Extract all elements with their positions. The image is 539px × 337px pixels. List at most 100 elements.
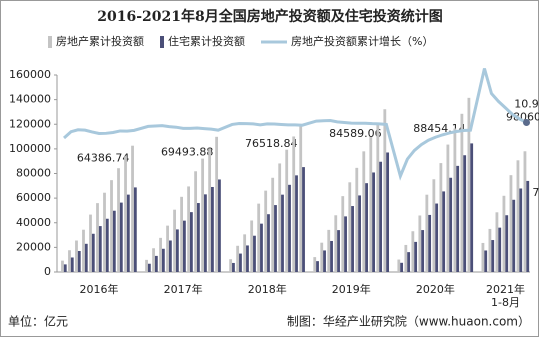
bar xyxy=(105,218,109,272)
bar xyxy=(341,196,345,272)
bar xyxy=(435,203,439,272)
line xyxy=(63,68,528,181)
bar xyxy=(491,240,495,272)
bar xyxy=(442,191,446,272)
bar xyxy=(404,244,408,272)
y-tick-label: 100000 xyxy=(9,142,51,155)
bar xyxy=(484,250,488,272)
bar xyxy=(260,223,263,272)
bar xyxy=(509,175,513,272)
bar xyxy=(208,148,212,272)
bar xyxy=(400,262,404,272)
bar xyxy=(376,122,380,272)
bar xyxy=(449,177,453,272)
bar xyxy=(145,259,148,272)
bar xyxy=(320,242,324,272)
bar xyxy=(201,158,205,272)
bar xyxy=(295,175,298,272)
bar xyxy=(386,152,390,272)
bar xyxy=(463,155,467,272)
x-group-label: 2018年 xyxy=(247,283,287,296)
bar xyxy=(91,233,95,272)
x-group-label: 2021年 1-8月 xyxy=(485,283,525,309)
bar xyxy=(267,214,270,272)
data-label: 69493.88 xyxy=(161,145,214,158)
y-tick-label: 0 xyxy=(44,265,51,278)
bar xyxy=(456,165,460,272)
bar xyxy=(82,229,85,272)
bar xyxy=(68,250,71,272)
bar xyxy=(421,230,425,272)
data-label: 88454.14 xyxy=(413,122,466,135)
y-tick-label: 20000 xyxy=(16,240,51,253)
bar xyxy=(131,145,134,272)
bar xyxy=(470,143,474,272)
bar xyxy=(63,264,67,272)
bar xyxy=(292,136,296,272)
y-tick-label: 60000 xyxy=(16,191,51,204)
legend-label: 房地产投资额累计增长（%） xyxy=(291,34,433,48)
bar xyxy=(264,190,268,272)
bar xyxy=(147,263,151,272)
bar xyxy=(519,188,523,272)
bar xyxy=(316,261,319,272)
bar xyxy=(285,149,289,272)
bar xyxy=(344,216,347,272)
x-group-label: 2017年 xyxy=(163,283,203,296)
bar xyxy=(89,214,92,272)
bar xyxy=(215,136,219,272)
bar xyxy=(274,205,277,272)
bar xyxy=(288,184,291,272)
y-tick-label: 120000 xyxy=(9,117,51,130)
unit-note: 单位：亿元 xyxy=(8,314,68,329)
bar xyxy=(257,203,261,272)
bar xyxy=(182,220,186,272)
bar xyxy=(236,245,240,272)
bar xyxy=(379,161,383,272)
bar xyxy=(250,220,254,272)
bar xyxy=(330,240,333,272)
bar xyxy=(372,172,375,272)
y-tick-label: 160000 xyxy=(9,68,51,81)
bar xyxy=(495,212,499,272)
bar xyxy=(70,257,74,272)
bar xyxy=(211,186,214,272)
bar xyxy=(161,248,165,272)
bar xyxy=(75,240,78,272)
bar xyxy=(281,194,284,272)
bar xyxy=(498,227,502,272)
bar xyxy=(84,243,88,272)
bar xyxy=(432,179,436,272)
y-tick-label: 140000 xyxy=(9,93,51,106)
bar xyxy=(124,156,127,272)
bar xyxy=(246,245,249,272)
bar xyxy=(337,230,340,272)
x-group-label: 2020年 xyxy=(415,283,455,296)
data-label: 84589.06 xyxy=(329,127,382,140)
bar xyxy=(516,160,520,272)
bar xyxy=(358,195,361,272)
bar xyxy=(369,137,373,272)
bar xyxy=(152,248,155,272)
bar xyxy=(103,192,106,272)
legend-label: 房地产累计投资额 xyxy=(56,34,144,48)
bar xyxy=(159,237,162,272)
y-tick-label: 40000 xyxy=(16,216,51,229)
bar xyxy=(428,214,432,272)
bar xyxy=(77,251,81,272)
bar xyxy=(112,210,116,272)
bar xyxy=(133,187,137,272)
data-label: 64386.74 xyxy=(77,152,130,165)
bar xyxy=(460,113,464,273)
data-label: 73971 xyxy=(532,186,539,199)
bar xyxy=(446,144,450,272)
bar xyxy=(323,250,326,272)
x-group-label: 2019年 xyxy=(331,283,371,296)
line-marker xyxy=(522,118,530,126)
bar xyxy=(467,97,471,273)
bar xyxy=(175,229,179,272)
legend-swatch xyxy=(160,36,164,48)
data-label: 10.9 xyxy=(514,97,539,110)
